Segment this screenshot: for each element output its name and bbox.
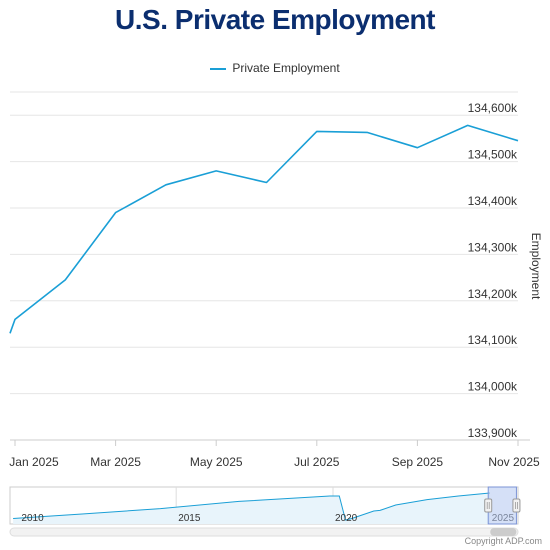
x-tick-label: Jul 2025 — [294, 455, 340, 469]
navigator-year-label: 2015 — [178, 513, 201, 524]
navigator-scrollbar-thumb[interactable] — [490, 528, 517, 536]
navigator-area — [13, 493, 490, 524]
copyright-text[interactable]: Copyright ADP.com — [464, 536, 542, 546]
navigator-year-label: 2010 — [21, 513, 44, 524]
y-axis-title: Employment — [529, 233, 543, 300]
y-tick-label: 134,400k — [468, 194, 518, 208]
navigator-handle-right[interactable] — [512, 498, 521, 513]
navigator-selection-window[interactable] — [487, 486, 517, 525]
legend[interactable]: Private Employment — [0, 61, 550, 75]
navigator-handle-left[interactable] — [484, 498, 493, 513]
y-tick-label: 133,900k — [468, 426, 518, 440]
navigator-scrollbar-track[interactable] — [9, 527, 519, 537]
y-tick-label: 134,200k — [468, 287, 518, 301]
x-tick-label: Mar 2025 — [90, 455, 141, 469]
y-tick-label: 134,600k — [468, 101, 518, 115]
chart-title: U.S. Private Employment — [115, 4, 435, 35]
series-line-private-employment[interactable] — [9, 124, 519, 334]
y-tick-label: 134,100k — [468, 333, 518, 347]
x-tick-label: Jan 2025 — [9, 455, 59, 469]
navigator-year-label: 2020 — [335, 513, 358, 524]
x-tick-label: Nov 2025 — [488, 455, 540, 469]
x-tick-label: Sep 2025 — [392, 455, 444, 469]
navigator-line — [13, 492, 490, 521]
x-tick-label: May 2025 — [190, 455, 243, 469]
y-tick-label: 134,300k — [468, 240, 518, 254]
y-tick-label: 134,500k — [468, 148, 518, 162]
legend-label: Private Employment — [232, 61, 340, 75]
y-tick-label: 134,000k — [468, 380, 518, 394]
legend-line-swatch — [210, 67, 227, 70]
